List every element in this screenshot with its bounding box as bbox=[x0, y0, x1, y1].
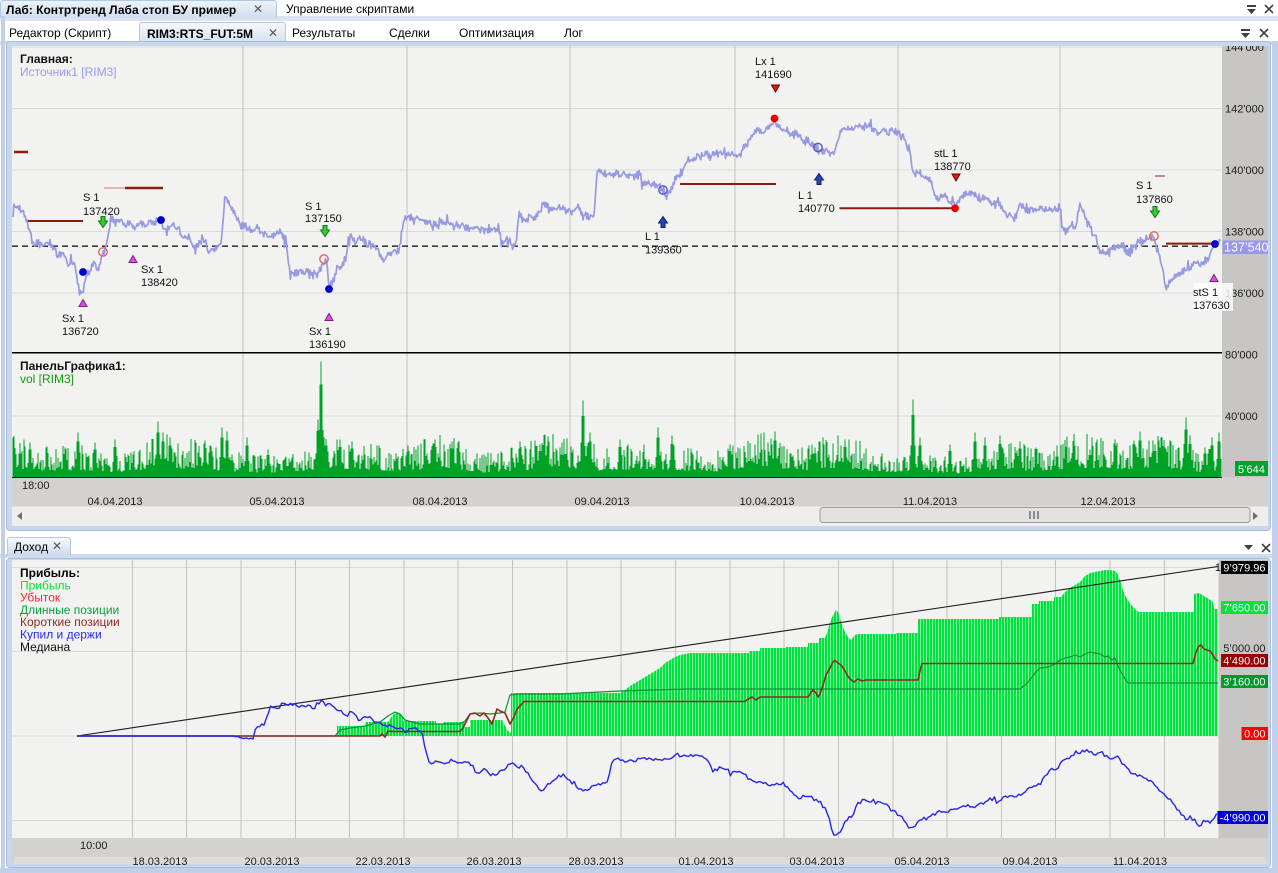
svg-text:136'000: 136'000 bbox=[1225, 288, 1264, 300]
svg-text:Убыток: Убыток bbox=[20, 591, 61, 605]
svg-text:Главная:: Главная: bbox=[20, 52, 73, 66]
svg-text:stS 1: stS 1 bbox=[1193, 287, 1218, 299]
svg-text:vol [RIM3]: vol [RIM3] bbox=[20, 372, 74, 386]
svg-text:Lx 1: Lx 1 bbox=[755, 56, 776, 68]
svg-text:0.00: 0.00 bbox=[1244, 729, 1265, 741]
svg-text:18.03.2013: 18.03.2013 bbox=[132, 856, 187, 866]
svg-text:3’160.00: 3’160.00 bbox=[1223, 677, 1265, 689]
svg-text:03.04.2013: 03.04.2013 bbox=[789, 856, 844, 866]
svg-text:-4’990.00: -4’990.00 bbox=[1220, 813, 1266, 825]
svg-text:04.04.2013: 04.04.2013 bbox=[87, 496, 142, 508]
svg-text:138770: 138770 bbox=[934, 161, 971, 173]
svg-text:80'000: 80'000 bbox=[1225, 350, 1258, 362]
svg-text:10.04.2013: 10.04.2013 bbox=[739, 496, 794, 508]
svg-text:18:00: 18:00 bbox=[22, 480, 50, 492]
svg-text:Медиана: Медиана bbox=[20, 640, 71, 654]
svg-text:20.03.2013: 20.03.2013 bbox=[244, 856, 299, 866]
svg-text:138420: 138420 bbox=[141, 277, 178, 289]
svg-text:Sx 1: Sx 1 bbox=[309, 326, 331, 338]
svg-text:138'000: 138'000 bbox=[1225, 227, 1264, 239]
svg-text:144'000: 144'000 bbox=[1225, 46, 1264, 54]
svg-text:140'000: 140'000 bbox=[1225, 165, 1264, 177]
svg-text:01.04.2013: 01.04.2013 bbox=[678, 856, 733, 866]
svg-text:08.04.2013: 08.04.2013 bbox=[412, 496, 467, 508]
svg-text:137420: 137420 bbox=[83, 206, 120, 218]
svg-text:10:00: 10:00 bbox=[80, 840, 108, 852]
svg-text:Короткие позиции: Короткие позиции bbox=[20, 615, 120, 629]
svg-text:Источник1 [RIM3]: Источник1 [RIM3] bbox=[20, 65, 117, 79]
svg-text:139360: 139360 bbox=[645, 245, 682, 257]
svg-text:26.03.2013: 26.03.2013 bbox=[466, 856, 521, 866]
svg-text:7’650.00: 7’650.00 bbox=[1223, 603, 1265, 615]
svg-text:4’490.00: 4’490.00 bbox=[1223, 656, 1265, 668]
svg-text:1: 1 bbox=[1215, 562, 1221, 574]
svg-text:Sx 1: Sx 1 bbox=[141, 264, 163, 276]
svg-text:S 1: S 1 bbox=[83, 192, 100, 204]
svg-text:22.03.2013: 22.03.2013 bbox=[355, 856, 410, 866]
svg-text:ПанельГрафика1:: ПанельГрафика1: bbox=[20, 359, 126, 373]
svg-text:142'000: 142'000 bbox=[1225, 104, 1264, 116]
svg-text:L 1: L 1 bbox=[798, 190, 813, 202]
svg-text:141690: 141690 bbox=[755, 69, 792, 81]
svg-text:Длинные позиции: Длинные позиции bbox=[20, 603, 119, 617]
svg-text:05.04.2013: 05.04.2013 bbox=[249, 496, 304, 508]
svg-text:Прибыль:: Прибыль: bbox=[20, 566, 80, 580]
svg-text:137630: 137630 bbox=[1193, 300, 1230, 312]
svg-text:5’644: 5’644 bbox=[1238, 464, 1265, 476]
svg-text:136190: 136190 bbox=[309, 339, 346, 351]
svg-text:137860: 137860 bbox=[1136, 194, 1173, 206]
svg-text:28.03.2013: 28.03.2013 bbox=[568, 856, 623, 866]
svg-text:137’540: 137’540 bbox=[1224, 241, 1268, 255]
svg-text:09.04.2013: 09.04.2013 bbox=[574, 496, 629, 508]
svg-text:9’979.96: 9’979.96 bbox=[1223, 563, 1265, 575]
svg-text:Купил и держи: Купил и держи bbox=[20, 628, 102, 642]
svg-text:S 1: S 1 bbox=[305, 201, 322, 213]
svg-text:140770: 140770 bbox=[798, 203, 835, 215]
svg-text:136720: 136720 bbox=[62, 326, 99, 338]
svg-text:09.04.2013: 09.04.2013 bbox=[1002, 856, 1057, 866]
svg-text:S 1: S 1 bbox=[1136, 180, 1153, 192]
svg-text:12.04.2013: 12.04.2013 bbox=[1080, 496, 1135, 508]
svg-text:11.04.2013: 11.04.2013 bbox=[903, 496, 957, 508]
svg-text:L 1: L 1 bbox=[645, 231, 660, 243]
svg-text:11.04.2013: 11.04.2013 bbox=[1113, 856, 1167, 866]
svg-text:137150: 137150 bbox=[305, 213, 342, 225]
svg-text:stL 1: stL 1 bbox=[934, 148, 957, 160]
svg-text:40'000: 40'000 bbox=[1225, 411, 1258, 423]
svg-text:05.04.2013: 05.04.2013 bbox=[894, 856, 949, 866]
svg-text:5’000.00: 5’000.00 bbox=[1223, 643, 1265, 655]
svg-text:Sx 1: Sx 1 bbox=[62, 313, 84, 325]
svg-text:Прибыль: Прибыль bbox=[20, 578, 71, 592]
